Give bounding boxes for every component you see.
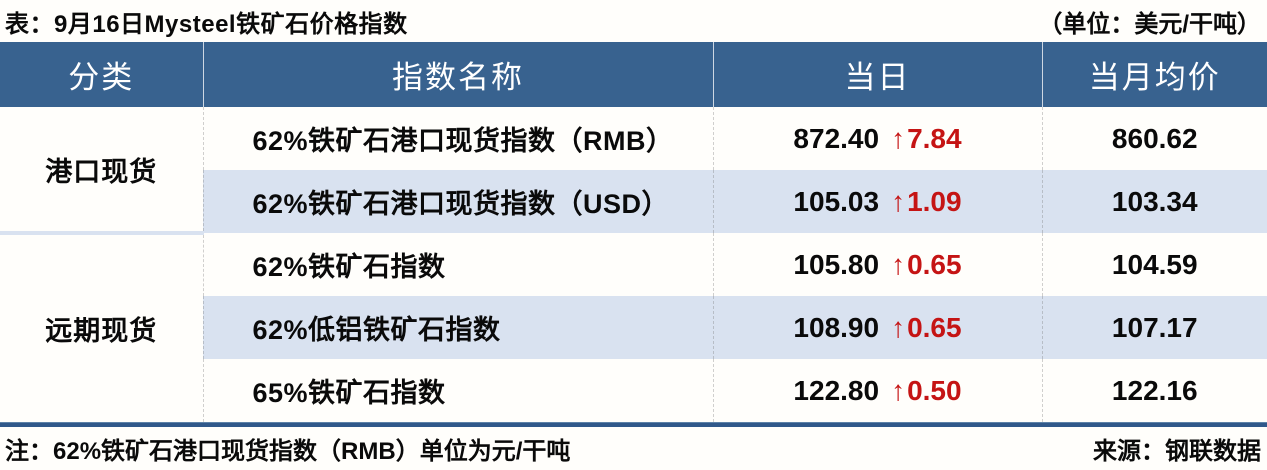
index-name: 62%铁矿石港口现货指数（RMB） — [203, 107, 714, 170]
col-header-month-avg: 当月均价 — [1042, 42, 1267, 107]
up-arrow-icon: ↑ — [891, 185, 906, 217]
daily-change: ↑0.50 — [891, 375, 962, 406]
table-bottom-rule — [0, 422, 1267, 427]
change-value: 0.65 — [907, 311, 962, 343]
index-name: 62%铁矿石港口现货指数（USD） — [203, 170, 714, 233]
title-bar: 表：9月16日Mysteel铁矿石价格指数 （单位：美元/干吨） — [0, 0, 1267, 42]
change-value: 0.50 — [907, 374, 962, 406]
data-source: 来源：钢联数据 — [1093, 438, 1261, 465]
month-avg-value: 860.62 — [1042, 107, 1267, 170]
category-cell-port-spot: 港口现货 — [0, 107, 204, 233]
table-row: 62%低铝铁矿石指数 108.90 ↑0.65 107.17 — [0, 296, 1267, 359]
daily-change: ↑0.65 — [891, 312, 962, 343]
footer-bar: 注：62%铁矿石港口现货指数（RMB）单位为元/干吨 来源：钢联数据 — [0, 427, 1267, 470]
today-cell: 872.40 ↑7.84 — [713, 107, 1043, 170]
today-value: 122.80 — [793, 374, 880, 406]
change-value: 1.09 — [907, 185, 962, 217]
index-name: 62%铁矿石指数 — [203, 233, 714, 296]
month-avg-value: 103.34 — [1042, 170, 1267, 233]
today-cell: 105.80 ↑0.65 — [713, 233, 1043, 296]
today-cell: 108.90 ↑0.65 — [713, 296, 1043, 359]
unit-note: （单位：美元/干吨） — [1038, 10, 1261, 38]
today-cell: 122.80 ↑0.50 — [713, 359, 1043, 422]
daily-change: ↑0.65 — [891, 249, 962, 280]
col-header-category: 分类 — [0, 42, 204, 107]
today-value: 872.40 — [793, 122, 880, 154]
month-avg-value: 104.59 — [1042, 233, 1267, 296]
daily-change: ↑1.09 — [891, 186, 962, 217]
price-index-table: 分类 指数名称 当日 当月均价 港口现货 62%铁矿石港口现货指数（RMB） 8… — [0, 42, 1267, 422]
up-arrow-icon: ↑ — [891, 248, 906, 280]
up-arrow-icon: ↑ — [891, 311, 906, 343]
table-row: 65%铁矿石指数 122.80 ↑0.50 122.16 — [0, 359, 1267, 422]
table-row: 远期现货 62%铁矿石指数 105.80 ↑0.65 104.59 — [0, 231, 1267, 422]
col-header-index-name: 指数名称 — [203, 42, 714, 107]
index-name: 65%铁矿石指数 — [203, 359, 714, 422]
today-value: 105.80 — [793, 248, 880, 280]
today-value: 108.90 — [793, 311, 880, 343]
category-cell-forward-spot: 远期现货 — [0, 231, 204, 422]
footnote: 注：62%铁矿石港口现货指数（RMB）单位为元/干吨 — [5, 438, 571, 465]
today-value: 105.03 — [793, 185, 880, 217]
table-row: 港口现货 62%铁矿石港口现货指数（RMB） 872.40 ↑7.84 860.6… — [0, 107, 1267, 233]
header-row: 分类 指数名称 当日 当月均价 — [0, 42, 1267, 107]
change-value: 7.84 — [907, 122, 962, 154]
month-avg-value: 122.16 — [1042, 359, 1267, 422]
col-header-today: 当日 — [713, 42, 1043, 107]
page-title: 表：9月16日Mysteel铁矿石价格指数 — [5, 10, 408, 38]
daily-change: ↑7.84 — [891, 123, 962, 154]
month-avg-value: 107.17 — [1042, 296, 1267, 359]
table-row: 62%铁矿石港口现货指数（USD） 105.03 ↑1.09 103.34 — [0, 170, 1267, 233]
today-cell: 105.03 ↑1.09 — [713, 170, 1043, 233]
up-arrow-icon: ↑ — [891, 374, 906, 406]
change-value: 0.65 — [907, 248, 962, 280]
up-arrow-icon: ↑ — [891, 122, 906, 154]
index-name: 62%低铝铁矿石指数 — [203, 296, 714, 359]
